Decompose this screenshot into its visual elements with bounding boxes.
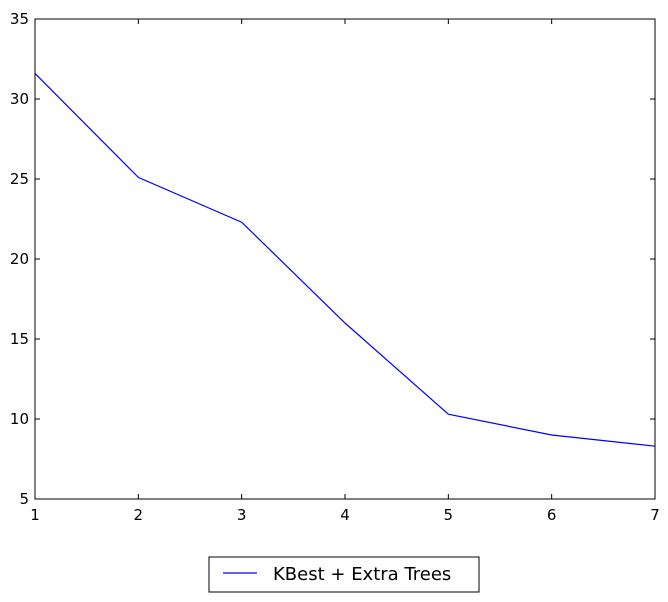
x-tick-label: 1	[30, 506, 40, 524]
x-tick-label: 3	[237, 506, 247, 524]
legend-label: KBest + Extra Trees	[273, 564, 451, 585]
axis-ticks	[34, 18, 656, 500]
y-tick-label: 35	[10, 10, 29, 28]
legend: KBest + Extra Trees	[208, 556, 480, 593]
y-tick-label: 10	[10, 410, 29, 428]
series-line	[34, 72, 656, 447]
legend-box	[208, 556, 480, 593]
x-tick-label: 7	[650, 506, 660, 524]
y-tick-label: 15	[10, 330, 29, 348]
x-tick-label: 2	[134, 506, 144, 524]
series-layer	[34, 72, 656, 447]
tick-labels: 1 2 3 4 5 6 7 5 10 15 20 25 30 35	[10, 10, 660, 524]
x-tick-label: 4	[340, 506, 350, 524]
y-tick-label: 5	[19, 490, 29, 508]
x-tick-label: 6	[547, 506, 557, 524]
y-tick-label: 20	[10, 250, 29, 268]
plot-frame	[34, 18, 656, 500]
x-tick-label: 5	[444, 506, 454, 524]
y-tick-label: 25	[10, 170, 29, 188]
y-tick-label: 30	[10, 90, 29, 108]
